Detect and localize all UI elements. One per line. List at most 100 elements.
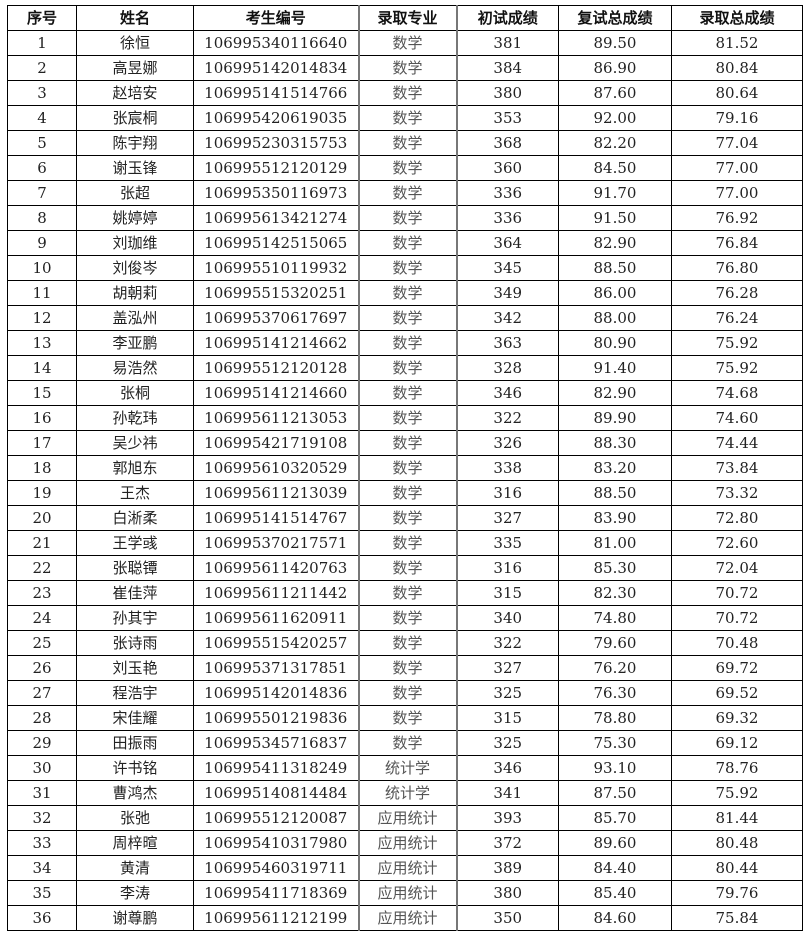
cell-exam-id: 106995420619035 (193, 105, 360, 131)
cell-total-score: 76.80 (671, 255, 803, 281)
cell-exam-id: 106995512120129 (193, 155, 360, 181)
cell-retest-score: 87.60 (558, 80, 672, 106)
cell-retest-score: 84.50 (558, 155, 672, 181)
cell-name: 程浩宇 (76, 680, 194, 706)
cell-total-score: 79.16 (671, 105, 803, 131)
cell-total-score: 75.92 (671, 330, 803, 356)
table-row: 31 曹鸿杰 106995140814484 统计学 341 87.50 75.92 (7, 780, 803, 806)
cell-exam-id: 106995611211442 (193, 580, 360, 606)
cell-exam-id: 106995141514767 (193, 505, 360, 531)
cell-total-score: 72.04 (671, 555, 803, 581)
cell-name: 陈宇翔 (76, 130, 194, 156)
table-row: 16 孙乾玮 106995611213053 数学 322 89.90 74.60 (7, 405, 803, 431)
header-name: 姓名 (76, 5, 194, 31)
cell-index: 32 (7, 805, 77, 831)
table-row: 34 黄清 106995460319711 应用统计 389 84.40 80.44 (7, 855, 803, 881)
cell-exam-id: 106995611620911 (193, 605, 360, 631)
cell-major: 数学 (358, 480, 458, 506)
cell-name: 胡朝莉 (76, 280, 194, 306)
cell-total-score: 69.72 (671, 655, 803, 681)
cell-index: 19 (7, 480, 77, 506)
cell-name: 王学彧 (76, 530, 194, 556)
cell-name: 张宸桐 (76, 105, 194, 131)
cell-major: 数学 (358, 255, 458, 281)
cell-exam-id: 106995613421274 (193, 205, 360, 231)
cell-major: 数学 (358, 155, 458, 181)
cell-retest-score: 75.30 (558, 730, 672, 756)
table-row: 18 郭旭东 106995610320529 数学 338 83.20 73.84 (7, 455, 803, 481)
table-row: 4 张宸桐 106995420619035 数学 353 92.00 79.16 (7, 105, 803, 131)
cell-retest-score: 82.20 (558, 130, 672, 156)
cell-major: 数学 (358, 30, 458, 56)
cell-major: 数学 (358, 80, 458, 106)
cell-major: 统计学 (358, 755, 458, 781)
table-row: 8 姚婷婷 106995613421274 数学 336 91.50 76.92 (7, 205, 803, 231)
cell-exam-id: 106995142014836 (193, 680, 360, 706)
cell-total-score: 73.32 (671, 480, 803, 506)
cell-major: 应用统计 (358, 855, 458, 881)
table-row: 20 白淅柔 106995141514767 数学 327 83.90 72.80 (7, 505, 803, 531)
cell-name: 高昱娜 (76, 55, 194, 81)
cell-name: 白淅柔 (76, 505, 194, 531)
cell-major: 数学 (358, 530, 458, 556)
cell-exam-id: 106995501219836 (193, 705, 360, 731)
cell-index: 25 (7, 630, 77, 656)
cell-total-score: 77.00 (671, 180, 803, 206)
cell-total-score: 75.84 (671, 905, 803, 931)
cell-initial-score: 327 (456, 505, 559, 531)
cell-name: 宋佳耀 (76, 705, 194, 731)
cell-retest-score: 93.10 (558, 755, 672, 781)
cell-major: 数学 (358, 355, 458, 381)
cell-retest-score: 85.70 (558, 805, 672, 831)
cell-exam-id: 106995350116973 (193, 180, 360, 206)
cell-name: 盖泓州 (76, 305, 194, 331)
cell-retest-score: 81.00 (558, 530, 672, 556)
cell-name: 王杰 (76, 480, 194, 506)
cell-total-score: 76.92 (671, 205, 803, 231)
cell-index: 23 (7, 580, 77, 606)
cell-major: 应用统计 (358, 880, 458, 906)
cell-index: 33 (7, 830, 77, 856)
cell-name: 张聪镡 (76, 555, 194, 581)
cell-retest-score: 88.00 (558, 305, 672, 331)
cell-index: 34 (7, 855, 77, 881)
table-row: 19 王杰 106995611213039 数学 316 88.50 73.32 (7, 480, 803, 506)
table-row: 25 张诗雨 106995515420257 数学 322 79.60 70.48 (7, 630, 803, 656)
cell-index: 2 (7, 55, 77, 81)
table-row: 11 胡朝莉 106995515320251 数学 349 86.00 76.28 (7, 280, 803, 306)
cell-exam-id: 106995611420763 (193, 555, 360, 581)
cell-major: 数学 (358, 730, 458, 756)
cell-name: 易浩然 (76, 355, 194, 381)
cell-index: 31 (7, 780, 77, 806)
cell-exam-id: 106995142014834 (193, 55, 360, 81)
table-row: 33 周梓暄 106995410317980 应用统计 372 89.60 80.48 (7, 830, 803, 856)
cell-index: 22 (7, 555, 77, 581)
cell-total-score: 81.44 (671, 805, 803, 831)
cell-exam-id: 106995515420257 (193, 630, 360, 656)
cell-exam-id: 106995141214662 (193, 330, 360, 356)
table-row: 14 易浩然 106995512120128 数学 328 91.40 75.92 (7, 355, 803, 381)
cell-exam-id: 106995371317851 (193, 655, 360, 681)
cell-retest-score: 88.30 (558, 430, 672, 456)
cell-index: 11 (7, 280, 77, 306)
cell-exam-id: 106995411318249 (193, 755, 360, 781)
cell-total-score: 79.76 (671, 880, 803, 906)
cell-initial-score: 325 (456, 730, 559, 756)
cell-index: 17 (7, 430, 77, 456)
cell-major: 数学 (358, 405, 458, 431)
cell-total-score: 69.52 (671, 680, 803, 706)
cell-retest-score: 87.50 (558, 780, 672, 806)
cell-exam-id: 106995141514766 (193, 80, 360, 106)
cell-initial-score: 326 (456, 430, 559, 456)
cell-total-score: 78.76 (671, 755, 803, 781)
table-row: 12 盖泓州 106995370617697 数学 342 88.00 76.24 (7, 305, 803, 331)
cell-major: 数学 (358, 280, 458, 306)
cell-index: 29 (7, 730, 77, 756)
cell-exam-id: 106995340116640 (193, 30, 360, 56)
table-row: 17 吴少祎 106995421719108 数学 326 88.30 74.44 (7, 430, 803, 456)
cell-name: 许书铭 (76, 755, 194, 781)
cell-major: 数学 (358, 205, 458, 231)
cell-index: 30 (7, 755, 77, 781)
cell-initial-score: 364 (456, 230, 559, 256)
cell-retest-score: 76.20 (558, 655, 672, 681)
